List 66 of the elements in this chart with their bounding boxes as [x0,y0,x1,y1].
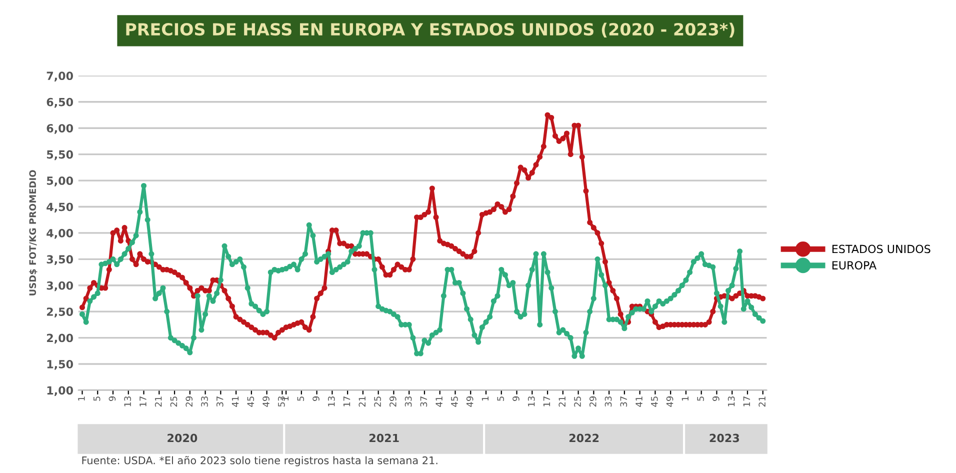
x-tick-label: 29 [186,396,193,407]
x-tick-label: 9 [712,396,720,401]
x-tick-label: 5 [297,396,304,401]
x-tick-label: 1 [682,396,688,401]
text: 2023 [710,434,739,442]
x-tick-label: 21 [558,396,566,407]
x-tick-label: 37 [420,396,428,407]
x-tick-label: 45 [651,396,658,407]
legend-label: ESTADOS UNIDOS [832,244,930,254]
x-tick-label: 5 [94,396,100,401]
x-tick-label: 13 [728,396,735,406]
x-tick-label: 41 [636,396,642,407]
y-tick-label: 6,50 [46,98,73,108]
x-tick-label: 25 [574,396,581,407]
y-tick-label: 1,50 [47,360,73,370]
x-tick-label: 41 [232,396,239,407]
y-tick-label: 4,00 [46,228,73,239]
text: 2022 [569,434,599,442]
x-tick-label: 45 [451,396,458,407]
y-tick-label: 3,50 [46,255,73,265]
x-tick-label: 13 [124,396,131,406]
y-tick-label: 3,00 [46,281,73,292]
x-tick-label: 49 [262,396,270,407]
y-tick-label: 2,00 [46,334,73,344]
text: 2021 [370,434,399,442]
x-tick-label: 13 [528,396,535,406]
x-tick-label: 21 [358,396,366,407]
chart-title: PRECIOS DE HASS EN EUROPA Y ESTADOS UNIDOS (2020 - 2023*) [126,22,734,38]
x-tick-label: 13 [328,396,335,406]
x-tick-label: 25 [170,396,178,407]
x-tick-label: 45 [247,396,254,407]
x-tick-label: 33 [604,396,612,407]
x-tick-label: 21 [758,396,766,407]
x-tick-label: 9 [512,396,520,401]
legend-label: EUROPA [832,261,876,270]
x-tick-label: 29 [390,396,396,407]
y-tick-label: 5,50 [46,150,73,160]
text: 2020 [168,434,198,442]
y-tick-label: 4,50 [46,202,73,213]
x-tick-label: 33 [404,396,412,407]
x-tick-label: 1 [482,396,488,401]
y-axis-title: USD$ FOT/KG PROMEDIO [29,170,38,296]
y-tick-label: 5,00 [46,176,73,186]
x-tick-label: 49 [466,396,474,407]
y-tick-label: 1,00 [47,386,73,396]
x-tick-label: 33 [201,396,208,407]
x-tick-label: 49 [666,396,674,407]
x-tick-label: 37 [620,396,628,407]
x-tick-label: 25 [374,396,381,407]
y-tick-label: 2,50 [46,308,73,318]
x-tick-label: 17 [343,396,350,406]
x-tick-label: 9 [312,396,320,401]
x-tick-label: 5 [697,396,704,401]
x-tick-label: 21 [154,396,162,407]
x-tick-label: 37 [216,396,224,407]
x-tick-label: 17 [743,396,750,406]
source-note: Fuente: USDA. *El año 2023 solo tiene registros hasta la semana 21. [82,456,438,466]
x-tick-label: 9 [108,396,116,401]
y-tick-label: 7,00 [46,72,73,82]
x-tick-label: 41 [436,396,442,407]
x-tick-label: 17 [140,396,146,406]
x-tick-label: 1 [78,396,85,401]
x-tick-label: 29 [589,396,596,407]
y-tick-label: 6,00 [46,124,73,134]
x-tick-label: 17 [543,396,550,406]
x-tick-label: 5 [497,396,504,401]
